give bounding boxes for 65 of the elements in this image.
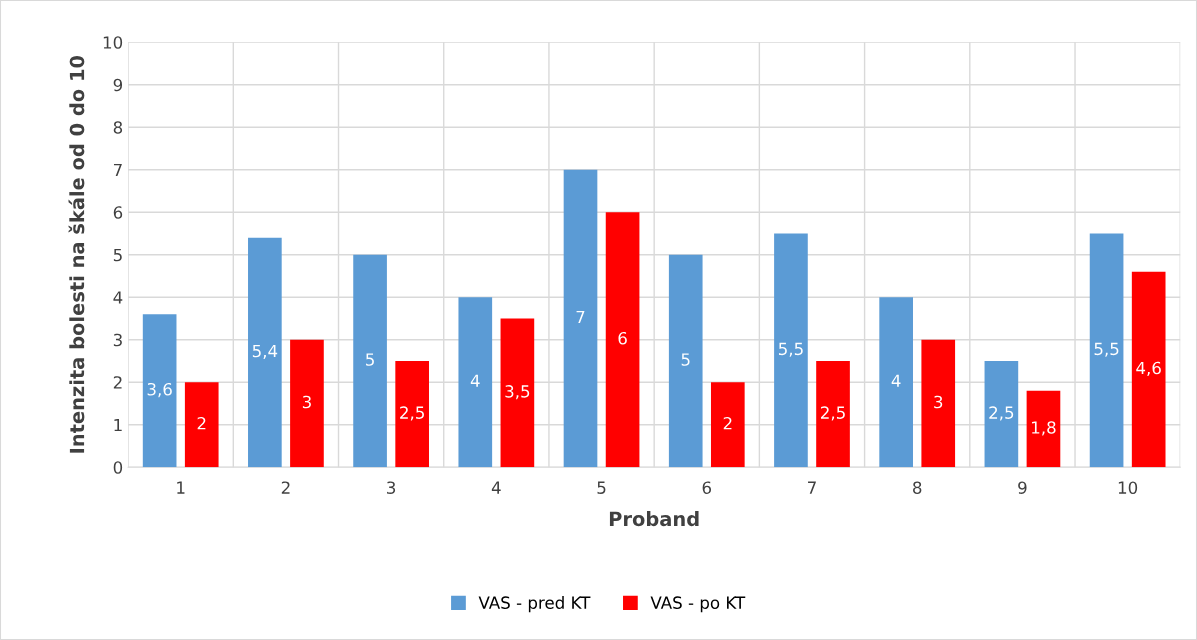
legend-label: VAS - pred KT — [478, 596, 591, 613]
bar — [142, 314, 177, 468]
bar — [816, 360, 850, 468]
data-label: 5,5 — [778, 342, 803, 357]
data-label: 5 — [366, 353, 374, 366]
x-tick-label: 4 — [491, 481, 501, 494]
data-label: 3,6 — [147, 382, 172, 398]
data-label: 5 — [681, 353, 690, 366]
bar — [500, 318, 535, 468]
x-tick-label: 7 — [808, 481, 816, 494]
x-tick-label: 6 — [702, 481, 712, 494]
x-tick-label: 9 — [1018, 481, 1027, 494]
x-tick-label: 2 — [281, 481, 290, 494]
y-tick-label: 4 — [113, 291, 123, 304]
bar — [563, 169, 598, 468]
data-label: 2,5 — [400, 406, 424, 421]
data-label: 2 — [723, 416, 732, 430]
bar — [248, 237, 282, 468]
x-tick-label: 3 — [387, 481, 396, 494]
bar — [668, 254, 703, 468]
bar — [1089, 233, 1124, 468]
data-label: 1,8 — [1032, 421, 1056, 436]
x-tick-label: 10 — [1118, 481, 1138, 494]
data-label: 5,5 — [1094, 342, 1119, 357]
bar — [395, 360, 429, 468]
y-tick-label: 7 — [113, 163, 122, 177]
data-label: 3,5 — [505, 385, 530, 400]
y-tick-label: 0 — [113, 461, 123, 474]
y-axis-title: Intenzita bolesti na škále od 0 do 10 — [68, 55, 85, 453]
bar — [184, 382, 219, 468]
data-label: 3 — [934, 395, 943, 409]
data-label: 2 — [197, 416, 206, 430]
bar — [1131, 271, 1166, 468]
bar — [353, 254, 387, 468]
bar — [458, 297, 493, 468]
y-tick-label: 1 — [114, 418, 122, 432]
y-tick-label: 3 — [113, 333, 122, 347]
y-tick-label: 9 — [113, 78, 123, 92]
y-tick-label: 10 — [103, 36, 123, 49]
data-label: 4 — [891, 374, 901, 387]
y-tick-label: 2 — [113, 376, 122, 389]
bar — [984, 360, 1019, 468]
x-tick-label: 8 — [913, 481, 922, 494]
bar — [710, 382, 745, 468]
data-label: 6 — [618, 331, 627, 345]
x-tick-label: 5 — [597, 481, 606, 494]
data-label: 2,5 — [821, 406, 845, 421]
bar — [921, 339, 956, 468]
bar — [774, 233, 808, 468]
x-tick-label: 1 — [177, 481, 185, 494]
data-label: 5,4 — [252, 344, 278, 359]
data-label: 7 — [576, 310, 585, 324]
data-label: 2,5 — [989, 406, 1014, 421]
legend-label: VAS - po KT — [650, 596, 746, 613]
bar — [605, 212, 640, 468]
y-tick-label: 5 — [113, 248, 122, 262]
bar — [1026, 390, 1061, 468]
y-tick-label: 8 — [113, 121, 123, 134]
data-label: 4,6 — [1136, 361, 1161, 376]
y-tick-label: 6 — [113, 206, 123, 219]
x-axis-title: Proband — [609, 511, 699, 527]
data-label: 4 — [470, 374, 480, 387]
bar — [879, 297, 913, 468]
bar — [290, 339, 324, 468]
data-label: 3 — [302, 395, 311, 409]
